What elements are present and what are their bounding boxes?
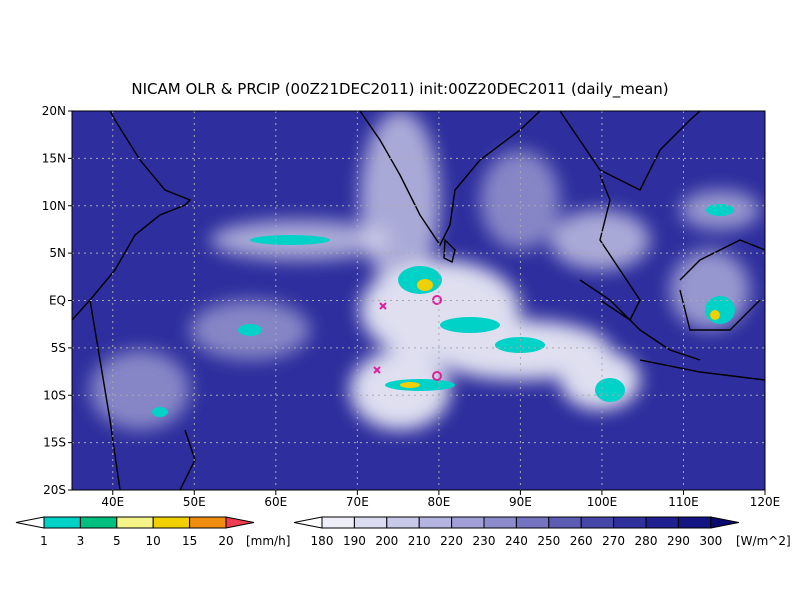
colorbar-units: [mm/h] (246, 534, 290, 548)
lon-label: 70E (346, 495, 369, 509)
colorbar-box (677, 516, 712, 529)
colorbar-label: 260 (570, 534, 593, 548)
colorbar-box (613, 516, 647, 529)
colorbar-box (116, 516, 154, 529)
colorbar: 180 190 200 210 220 230 240 250 260 270 280 290 300 [… (293, 516, 791, 548)
colorbar-arrow (15, 516, 45, 529)
colorbar-units: [W/m^2] (736, 534, 791, 548)
lon-label: 100E (587, 495, 618, 509)
colorbar-label: 250 (537, 534, 560, 548)
colorbar-label: 3 (77, 534, 85, 548)
title: NICAM OLR & PRCIP (00Z21DEC2011) init:00… (131, 80, 668, 99)
colorbar-label: 300 (699, 534, 722, 548)
colorbar-arrow (710, 516, 739, 529)
lat-label: EQ (49, 294, 66, 308)
lon-label: 50E (183, 495, 206, 509)
colorbar-box (321, 516, 355, 529)
colorbar-label: 230 (473, 534, 496, 548)
colorbar-box (515, 516, 550, 529)
colorbar-box (79, 516, 118, 529)
colorbar-label: 180 (311, 534, 334, 548)
colorbar-label: 240 (505, 534, 528, 548)
colorbar: 1 3 5 10 15 20 [mm/h] (15, 516, 290, 548)
lat-label: 5S (51, 341, 66, 355)
lat-label: 10S (43, 388, 66, 402)
colorbar-label: 190 (343, 534, 366, 548)
colorbar-box (451, 516, 485, 529)
lat-label: 10N (42, 199, 66, 213)
lon-label: 120E (750, 495, 781, 509)
colorbar-label: 210 (408, 534, 431, 548)
colorbar-box (353, 516, 388, 529)
colorbar-arrow (225, 516, 255, 529)
colorbar-box (189, 516, 227, 529)
colorbar-label: 15 (182, 534, 197, 548)
colorbar-label: 200 (375, 534, 398, 548)
colorbar-label: 1 (40, 534, 48, 548)
colorbar-box (580, 516, 615, 529)
lon-label: 110E (668, 495, 699, 509)
colorbar-box (418, 516, 453, 529)
lon-label: 60E (264, 495, 287, 509)
lat-label: 15N (42, 151, 66, 165)
colorbar-box (386, 516, 420, 529)
colorbar-label: 10 (146, 534, 161, 548)
colorbar-label: 20 (218, 534, 233, 548)
lat-label: 15S (43, 436, 66, 450)
lon-label: 40E (101, 495, 124, 509)
colorbar-label: 270 (602, 534, 625, 548)
lat-label: 20N (42, 104, 66, 118)
lon-label: 90E (509, 495, 532, 509)
colorbar-box (483, 516, 517, 529)
lat-label: 20S (43, 483, 66, 497)
colorbar-label: 280 (635, 534, 658, 548)
colorbar-arrow (293, 516, 323, 529)
colorbar-label: 290 (667, 534, 690, 548)
colorbar-label: 5 (113, 534, 121, 548)
map (72, 111, 765, 490)
colorbar-box (152, 516, 191, 529)
colorbar-box (43, 516, 81, 529)
colorbar-box (645, 516, 679, 529)
lon-label: 80E (427, 495, 450, 509)
colorbar-box (548, 516, 582, 529)
lat-label: 5N (49, 246, 66, 260)
colorbar-label: 220 (440, 534, 463, 548)
